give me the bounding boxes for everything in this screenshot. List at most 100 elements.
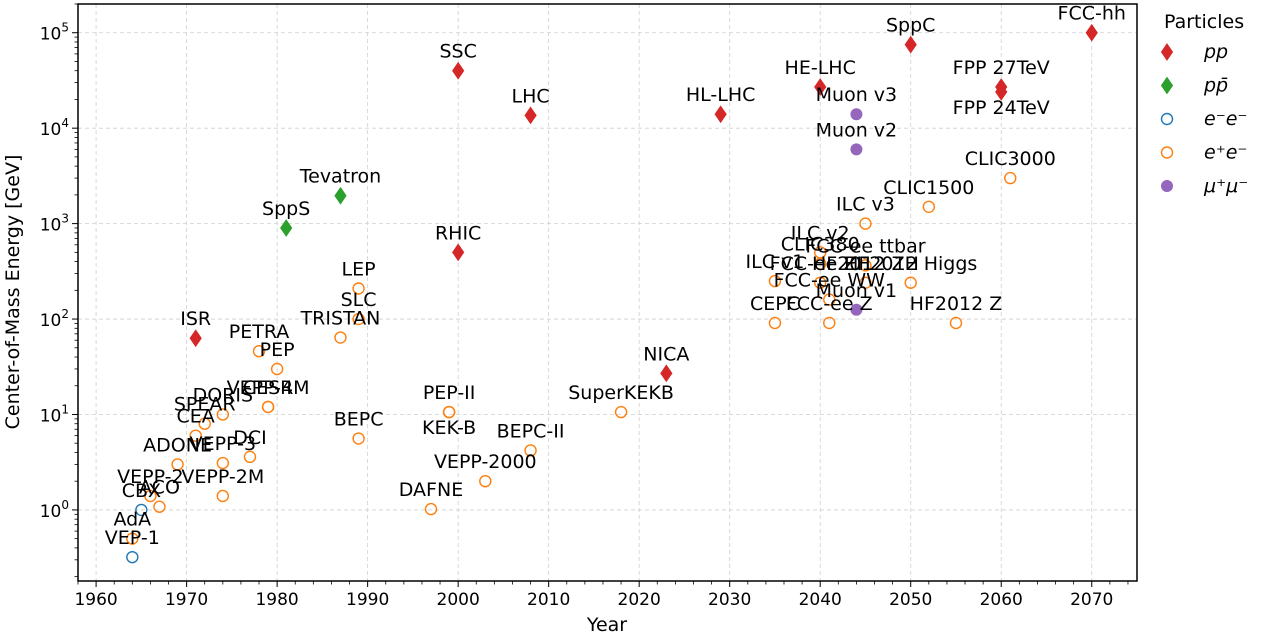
- point-vepp-3: [216, 456, 230, 470]
- point-clic380: [814, 257, 827, 270]
- point-label-fcc-ee-zh: FCC-ee ZH: [770, 253, 871, 275]
- legend-label-pp: pp: [1203, 41, 1228, 63]
- x-tick-label: 1960: [74, 590, 117, 610]
- point-rhic: [452, 243, 465, 262]
- point-label-muon-v3: Muon v3: [816, 84, 897, 106]
- y-axis-title: Center-of-Mass Energy [GeV]: [2, 155, 24, 430]
- point-label-spps: SppS: [262, 198, 310, 220]
- x-tick-label: 2020: [618, 590, 661, 610]
- point-vepp-4m: [261, 400, 275, 414]
- y-tick-label: 105: [40, 21, 69, 45]
- point-label-cea: CEA: [177, 406, 215, 428]
- point-fcc-ee-ww: [823, 293, 836, 306]
- point-ilc-v3: [859, 217, 872, 230]
- point-cea: [189, 429, 202, 442]
- point-label-muon-v1: Muon v1: [816, 280, 897, 302]
- y-tick-label: 100: [40, 498, 69, 522]
- point-label-fcc-ee-ttbar: FCC-ee ttbar: [805, 235, 925, 257]
- point-ilc-v1: [768, 274, 782, 288]
- point-cepc: [768, 316, 782, 330]
- point-label-vepp-3: VEPP-3: [190, 433, 256, 455]
- grid-layer: [78, 4, 1137, 581]
- point-label-nica: NICA: [643, 343, 689, 365]
- point-vep-1: [126, 550, 139, 564]
- legend-marker-ee: [1160, 112, 1174, 126]
- point-muon-v1: [850, 303, 863, 316]
- point-pep: [270, 362, 284, 376]
- point-label-fcc-hh: FCC-hh: [1058, 3, 1126, 25]
- point-adone: [171, 458, 184, 471]
- point-spps: [280, 219, 293, 237]
- point-clic1500: [922, 200, 936, 214]
- legend-label-mumu: μ⁺μ⁻: [1203, 175, 1248, 197]
- point-label-fcc-ee-ww: FCC-ee WW: [774, 270, 886, 292]
- point-lhc: [524, 106, 537, 125]
- point-label-hf2012-z: HF2012 Z: [910, 293, 1003, 315]
- x-tick-label: 1970: [165, 590, 208, 610]
- point-label-bepc-ii: BEPC-II: [497, 420, 565, 442]
- legend-title: Particles: [1164, 11, 1244, 33]
- point-lep: [352, 282, 365, 295]
- point-vepp-2000: [479, 474, 492, 488]
- point-label-cbx: CBX: [122, 480, 161, 502]
- point-slc: [352, 312, 365, 326]
- point-label-rhic: RHIC: [435, 222, 481, 244]
- point-label-ada: AdA: [113, 509, 151, 531]
- y-tick-label: 104: [40, 116, 69, 140]
- legend-marker-ppbar: [1160, 76, 1174, 95]
- legend-label-epem: e⁺e⁻: [1204, 142, 1247, 164]
- point-label-petra: PETRA: [229, 321, 290, 343]
- point-label-doris: DORIS: [193, 384, 253, 406]
- point-label-cepc: CEPC: [750, 293, 800, 315]
- point-label-fpp-24tev: FPP 24TeV: [953, 97, 1050, 119]
- point-muon-v2: [850, 143, 863, 156]
- point-label-hf2012-zh: HF2012 ZH: [812, 253, 919, 275]
- point-label-slc: SLC: [341, 289, 377, 311]
- ticks-layer: 1960 1970 1980 1990 2000 2010 2020 2030 2040 2050…: [40, 3, 1129, 610]
- point-label-lhc: LHC: [511, 85, 549, 107]
- point-label-cesr: CESR: [243, 377, 294, 399]
- x-tick-label: 1980: [255, 590, 298, 610]
- point-label-vepp-4m: VEPP-4M: [227, 377, 310, 399]
- point-label-kek-b: KEK-B: [422, 417, 476, 439]
- point-label-aco: ACO: [139, 477, 180, 499]
- legend-label-ppbar: pp̄: [1203, 75, 1228, 97]
- point-label-ilc-v3: ILC v3: [836, 194, 895, 216]
- x-tick-label: 2000: [437, 590, 480, 610]
- points-layer: [126, 23, 1098, 564]
- point-fcc-ee-zh: [814, 276, 827, 289]
- y-tick-label: 101: [40, 402, 69, 426]
- point-spear: [198, 417, 211, 430]
- point-cbx: [135, 503, 148, 517]
- point-label-hl-lhc: HL-LHC: [686, 84, 756, 106]
- x-axis-title: Year: [586, 614, 627, 636]
- point-vepp-2: [144, 489, 157, 503]
- point-ssc: [452, 61, 465, 80]
- point-doris: [216, 408, 230, 421]
- point-dci: [243, 450, 257, 464]
- point-dafne: [424, 502, 438, 516]
- point-ada: [126, 532, 139, 545]
- point-label-dafne: DAFNE: [399, 479, 463, 501]
- point-label-vepp-2m: VEPP-2M: [181, 466, 264, 488]
- point-label-vepp-2: VEPP-2: [117, 466, 183, 488]
- point-hf2012-z: [949, 316, 963, 330]
- legend: Particles pp pp̄ e⁻e⁻ e⁺e⁻ μ⁺μ⁻: [1160, 11, 1248, 197]
- point-bepc-ii: [524, 444, 537, 457]
- legend-marker-pp: [1160, 43, 1174, 61]
- point-hf2012-zh: [859, 276, 872, 289]
- point-kek-b: [442, 405, 456, 419]
- x-tick-label: 2070: [1070, 590, 1113, 610]
- point-label-sppc: SppC: [886, 15, 935, 37]
- point-fcc-ee-ttbar: [859, 259, 872, 272]
- point-label-tevatron: Tevatron: [299, 166, 381, 188]
- point-label-ssc: SSC: [439, 41, 476, 63]
- legend-marker-epem: [1160, 146, 1174, 159]
- point-petra: [252, 345, 266, 358]
- point-label-vepp-2000: VEPP-2000: [434, 451, 537, 473]
- point-label-pep: PEP: [260, 339, 295, 361]
- point-label-clic3000: CLIC3000: [965, 148, 1056, 170]
- y-tick-label: 102: [40, 307, 69, 331]
- point-vepp-2m: [216, 489, 230, 503]
